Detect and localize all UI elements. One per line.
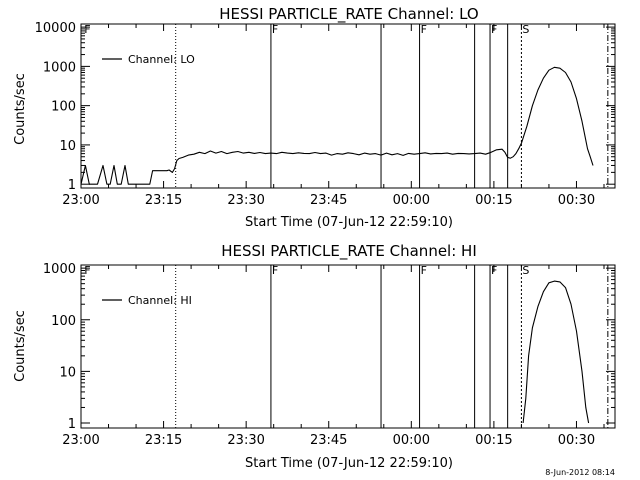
plot-frame-lo	[80, 23, 616, 189]
y-axis-label-lo: Counts/sec	[13, 73, 28, 145]
marker-letter-lo: F	[421, 23, 427, 36]
x-axis-label-hi: Start Time (07-Jun-12 22:59:10)	[245, 456, 453, 471]
y-axis-label-hi: Counts/sec	[13, 310, 28, 382]
series-line-lo	[80, 66, 594, 185]
x-tick-label-lo: 00:30	[558, 193, 595, 208]
marker-letter-lo: F	[491, 23, 497, 36]
marker-letter-hi: F	[421, 264, 427, 277]
marker-letter-hi: F	[491, 264, 497, 277]
x-tick-label-lo: 23:00	[62, 193, 99, 208]
print-timestamp: 8-Jun-2012 08:14	[545, 468, 615, 477]
x-tick-label-hi: 00:00	[393, 433, 430, 448]
x-tick-label-hi: 23:00	[62, 433, 99, 448]
panel-channel-hi: HESSI PARTICLE_RATE Channel: HI Start Ti…	[13, 242, 616, 471]
x-tick-label-hi: 00:30	[558, 433, 595, 448]
x-axis-label-lo: Start Time (07-Jun-12 22:59:10)	[245, 215, 453, 230]
x-tick-label-lo: 23:15	[145, 193, 182, 208]
marker-letter-hi: F	[84, 264, 90, 277]
marker-letter-lo: S	[522, 23, 529, 36]
x-tick-label-lo: 00:15	[475, 193, 512, 208]
x-tick-label-lo: 23:45	[310, 193, 347, 208]
y-tick-label-lo: 1000	[43, 60, 76, 75]
chart-title-hi: HESSI PARTICLE_RATE Channel: HI	[221, 242, 477, 261]
legend-label-hi: Channel: HI	[128, 294, 192, 307]
x-tick-label-lo: 00:00	[393, 193, 430, 208]
x-tick-label-hi: 00:15	[475, 433, 512, 448]
y-tick-label-hi: 1000	[43, 262, 76, 277]
legend-label-lo: Channel: LO	[128, 53, 195, 66]
x-tick-label-hi: 23:45	[310, 433, 347, 448]
x-tick-label-hi: 23:15	[145, 433, 182, 448]
panel-channel-lo: HESSI PARTICLE_RATE Channel: LO Start Ti…	[13, 5, 616, 230]
y-tick-label-lo: 100	[51, 100, 76, 115]
y-tick-label-hi: 100	[51, 314, 76, 329]
x-tick-label-lo: 23:30	[227, 193, 264, 208]
y-tick-label-hi: 1	[68, 417, 76, 432]
chart-title-lo: HESSI PARTICLE_RATE Channel: LO	[219, 5, 478, 24]
y-tick-label-lo: 1	[68, 178, 76, 193]
marker-letter-hi: S	[522, 264, 529, 277]
marker-letter-lo: F	[84, 23, 90, 36]
marker-letter-hi: F	[272, 264, 278, 277]
y-tick-label-hi: 10	[59, 365, 76, 380]
y-tick-label-lo: 10000	[35, 21, 76, 36]
plot-frame-hi	[80, 264, 616, 429]
series-line-hi	[522, 280, 590, 424]
marker-letter-lo: F	[272, 23, 278, 36]
y-tick-label-lo: 10	[59, 139, 76, 154]
x-tick-label-hi: 23:30	[227, 433, 264, 448]
